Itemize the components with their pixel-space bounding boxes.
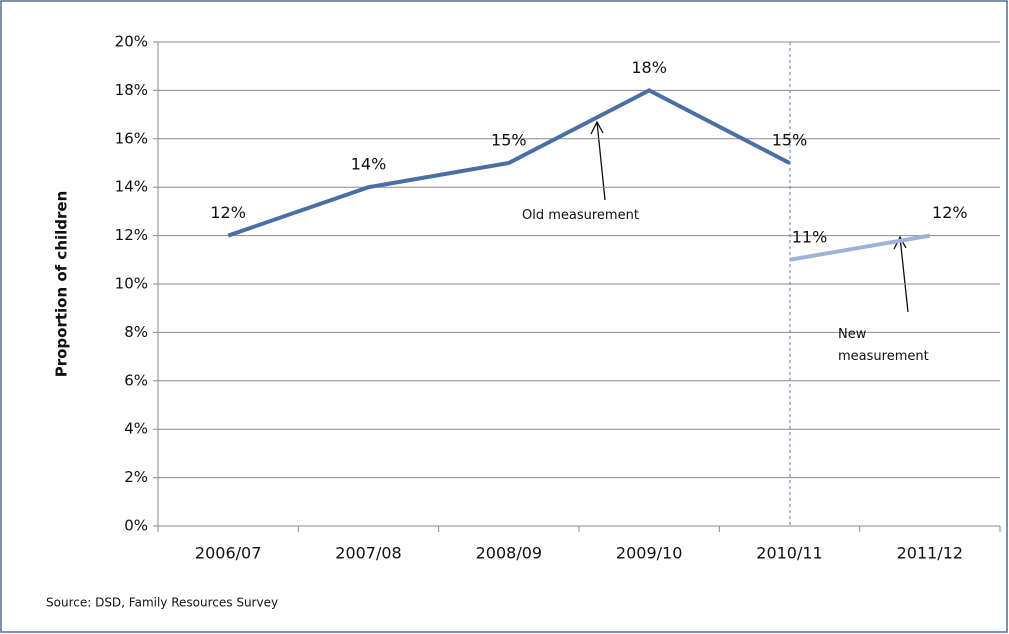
data-label: 14% (351, 155, 387, 174)
arrow (893, 235, 909, 313)
annotation: Old measurement (522, 208, 639, 223)
y-tick-label: 10% (115, 275, 148, 293)
y-tick-label: 6% (124, 371, 148, 389)
data-label: 12% (932, 203, 968, 222)
x-tick-label: 2011/12 (897, 544, 963, 563)
data-label: 18% (631, 58, 667, 77)
y-tick-label: 8% (124, 323, 148, 341)
x-tick-label: 2007/08 (335, 544, 401, 563)
source: Source: DSD, Family Resources Survey (46, 596, 278, 610)
y-tick-label: 2% (124, 468, 148, 486)
annotation: New measurement (838, 327, 929, 364)
data-label: 12% (210, 203, 246, 222)
x-tick-label: 2006/07 (195, 544, 261, 563)
x-tick-label: 2010/11 (756, 544, 822, 563)
series-line (789, 233, 931, 262)
y-tick-label: 14% (115, 178, 148, 196)
y-tick-label: 0% (124, 517, 148, 535)
series-line (227, 88, 791, 238)
y-tick-label: 20% (115, 33, 148, 51)
data-label: 15% (772, 131, 808, 150)
y-tick-label: 12% (115, 226, 148, 244)
y-tick-label: 4% (124, 420, 148, 438)
data-label: 15% (491, 131, 527, 150)
x-tick-label: 2008/09 (476, 544, 542, 563)
data-label: 11% (792, 227, 828, 246)
y-tick-label: 16% (115, 129, 148, 147)
y-tick-label: 18% (115, 81, 148, 99)
y-axis-label: Proportion of children (53, 191, 71, 378)
x-tick-label: 2009/10 (616, 544, 682, 563)
